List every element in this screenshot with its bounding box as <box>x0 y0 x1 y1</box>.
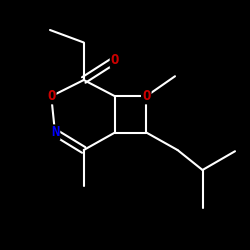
Text: O: O <box>142 89 150 103</box>
Text: O: O <box>111 53 119 67</box>
Text: O: O <box>47 89 56 103</box>
Text: N: N <box>51 126 59 140</box>
